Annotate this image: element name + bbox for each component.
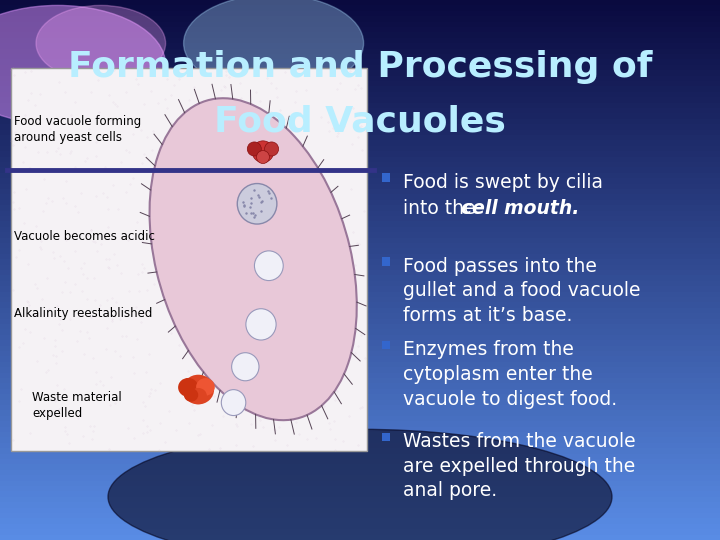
Text: Enzymes from the
cytoplasm enter the
vacuole to digest food.: Enzymes from the cytoplasm enter the vac… (403, 340, 617, 409)
Ellipse shape (182, 375, 214, 404)
Text: Food Vacuoles: Food Vacuoles (214, 105, 506, 138)
Ellipse shape (178, 378, 198, 397)
Ellipse shape (232, 353, 259, 381)
Ellipse shape (184, 0, 364, 92)
FancyBboxPatch shape (382, 433, 390, 441)
Text: Food passes into the
gullet and a food vacuole
forms at it’s base.: Food passes into the gullet and a food v… (403, 256, 641, 325)
Ellipse shape (0, 5, 166, 124)
Text: into the: into the (403, 199, 482, 218)
Ellipse shape (264, 142, 279, 156)
FancyBboxPatch shape (382, 257, 390, 266)
Ellipse shape (247, 142, 261, 156)
Text: Food is swept by cilia: Food is swept by cilia (403, 173, 603, 192)
FancyBboxPatch shape (11, 68, 367, 451)
Text: cell mouth.: cell mouth. (461, 199, 579, 218)
Ellipse shape (256, 151, 269, 164)
Text: Formation and Processing of: Formation and Processing of (68, 51, 652, 84)
Text: Food vacuole forming
around yeast cells: Food vacuole forming around yeast cells (14, 116, 142, 144)
Ellipse shape (238, 184, 277, 224)
Ellipse shape (254, 251, 283, 281)
Ellipse shape (196, 378, 215, 396)
Text: Vacuole becomes acidic: Vacuole becomes acidic (14, 231, 156, 244)
Ellipse shape (108, 429, 612, 540)
Ellipse shape (221, 390, 246, 416)
Ellipse shape (184, 388, 198, 402)
Ellipse shape (252, 141, 274, 163)
Ellipse shape (36, 5, 166, 81)
Ellipse shape (246, 309, 276, 340)
Text: Alkalinity reestablished: Alkalinity reestablished (14, 307, 153, 320)
Text: Waste material
expelled: Waste material expelled (32, 392, 122, 421)
Text: Wastes from the vacuole
are expelled through the
anal pore.: Wastes from the vacuole are expelled thr… (403, 432, 636, 501)
Ellipse shape (189, 388, 207, 404)
FancyBboxPatch shape (382, 173, 390, 182)
Ellipse shape (150, 98, 357, 420)
FancyBboxPatch shape (382, 341, 390, 349)
